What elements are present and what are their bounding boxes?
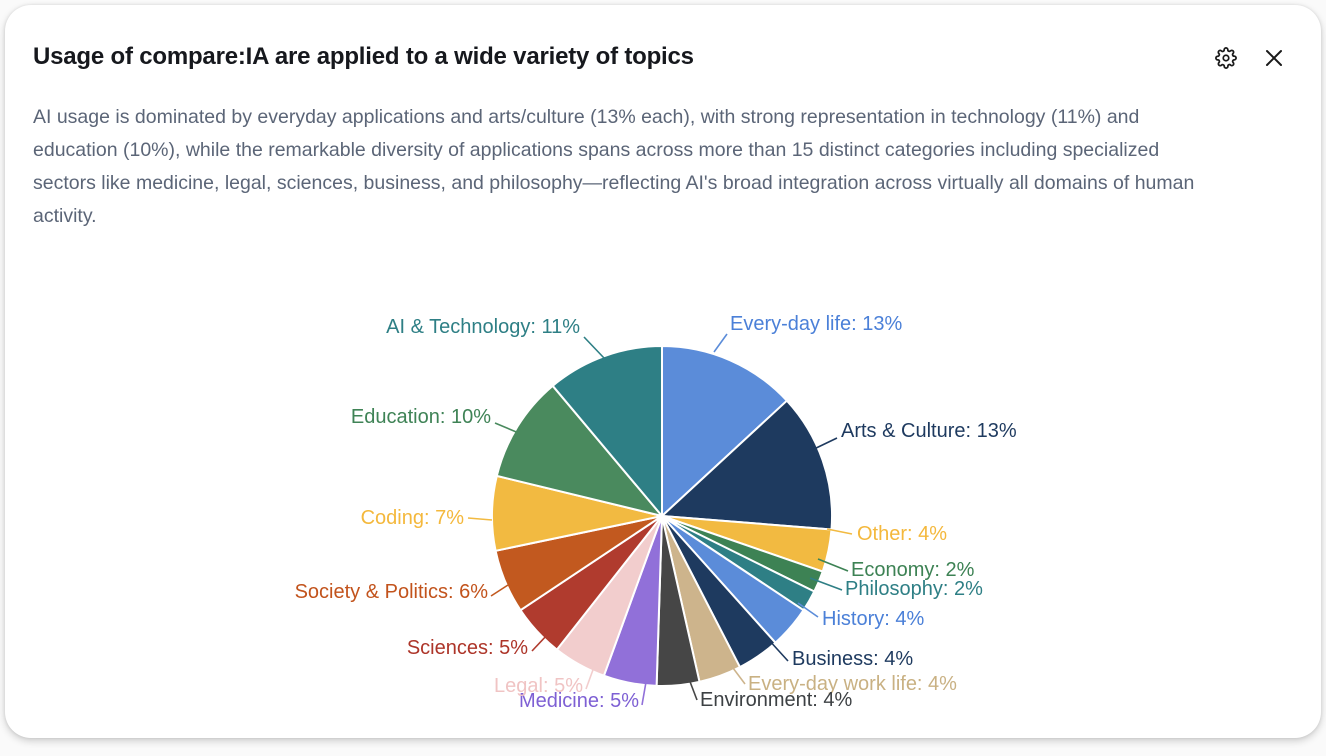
- pie-slice-every-day-life[interactable]: [661, 345, 788, 517]
- description-line: AI usage is dominated by everyday applic…: [33, 106, 1140, 128]
- card-header: Usage of compare:IA are applied to a wid…: [5, 5, 1321, 71]
- chart-description: AI usage is dominated by everyday applic…: [5, 101, 1321, 233]
- description-line: education (10%), while the remarkable di…: [33, 139, 1160, 161]
- gear-icon: [1215, 47, 1237, 69]
- settings-button[interactable]: [1215, 47, 1237, 69]
- close-icon: [1265, 49, 1283, 67]
- close-button[interactable]: [1265, 49, 1283, 67]
- description-line: activity.: [33, 205, 97, 227]
- pie-slice-arts-culture[interactable]: [661, 399, 834, 531]
- page-title: Usage of compare:IA are applied to a wid…: [33, 43, 694, 70]
- pie-slices: [491, 345, 834, 687]
- header-actions: [1215, 47, 1283, 69]
- description-line: sectors like medicine, legal, sciences, …: [33, 172, 1195, 194]
